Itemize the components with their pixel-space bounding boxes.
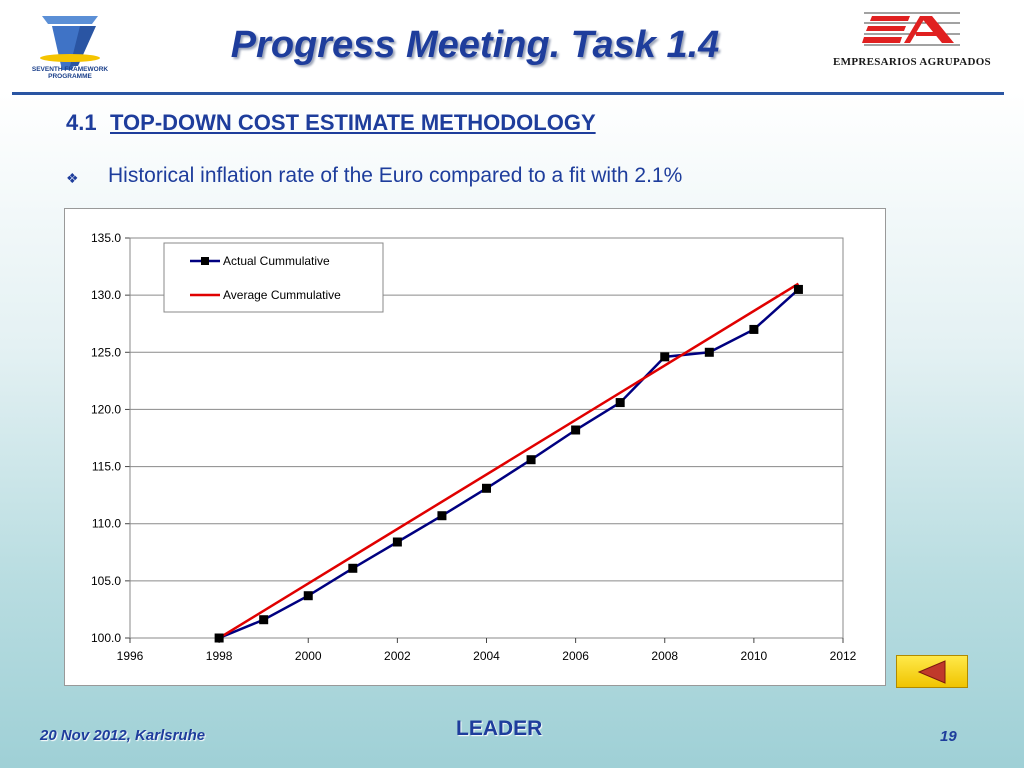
y-tick-label: 130.0 <box>91 288 121 302</box>
page-number: 19 <box>940 728 957 745</box>
legend-label: Actual Cummulative <box>223 254 330 268</box>
data-point <box>348 563 358 573</box>
header-divider <box>12 92 1004 95</box>
x-tick-label: 2010 <box>741 649 768 663</box>
y-tick-label: 110.0 <box>92 517 121 531</box>
x-tick-label: 1998 <box>206 649 233 663</box>
x-tick-label: 2000 <box>295 649 322 663</box>
y-tick-label: 100.0 <box>91 631 121 645</box>
y-tick-label: 115.0 <box>92 460 121 474</box>
y-tick-label: 120.0 <box>91 402 121 416</box>
x-tick-label: 2008 <box>651 649 678 663</box>
section-number: 4.1 <box>66 110 97 135</box>
legend-label: Average Cummulative <box>223 288 341 302</box>
bullet-text: Historical inflation rate of the Euro co… <box>108 164 683 187</box>
data-point <box>482 483 491 493</box>
empresarios-agrupados-logo <box>862 12 960 46</box>
data-point <box>704 347 714 357</box>
diamond-bullet-icon: ❖ <box>66 170 79 186</box>
fp7-logo-text: SEVENTH FRAMEWORK PROGRAMME <box>31 66 109 80</box>
line-chart: 100.0 105.0 110.0 115.0 120.0 125.0 130.0 135.0… <box>91 231 857 663</box>
legend <box>163 242 384 313</box>
y-tick-label: 135.0 <box>91 231 121 245</box>
data-point <box>437 511 447 521</box>
data-point <box>303 591 313 601</box>
page-title: Progress Meeting. Task 1.4 <box>230 24 720 66</box>
data-point <box>214 633 224 643</box>
data-point <box>392 537 402 547</box>
y-tick-label: 125.0 <box>91 345 121 359</box>
data-point <box>660 352 670 362</box>
data-point <box>749 324 759 334</box>
data-point <box>259 615 269 625</box>
average-cummulative-line <box>218 282 800 640</box>
footer-project-name: LEADER <box>456 717 543 740</box>
x-tick-label: 1996 <box>117 649 144 663</box>
y-tick-label: 105.0 <box>91 574 121 588</box>
x-tick-label: 2012 <box>830 649 857 663</box>
actual-cummulative-line <box>218 288 800 640</box>
chart-frame: 100.0 105.0 110.0 115.0 120.0 125.0 130.0 135.0… <box>64 208 886 686</box>
x-tick-label: 2006 <box>562 649 589 663</box>
footer-date: 20 Nov 2012, Karlsruhe <box>40 727 206 744</box>
x-tick-label: 2002 <box>384 649 411 663</box>
section-title: TOP-DOWN COST ESTIMATE METHODOLOGY <box>110 110 596 135</box>
legend-marker <box>201 257 209 265</box>
back-arrow-icon <box>917 660 946 684</box>
empresarios-agrupados-text: EMPRESARIOS AGRUPADOS <box>833 56 991 68</box>
fp7-logo <box>22 10 118 82</box>
back-button[interactable] <box>896 655 968 688</box>
data-point <box>526 455 536 465</box>
data-point <box>615 398 625 408</box>
x-tick-label: 2004 <box>473 649 500 663</box>
data-point <box>571 425 581 435</box>
data-point <box>793 284 803 294</box>
